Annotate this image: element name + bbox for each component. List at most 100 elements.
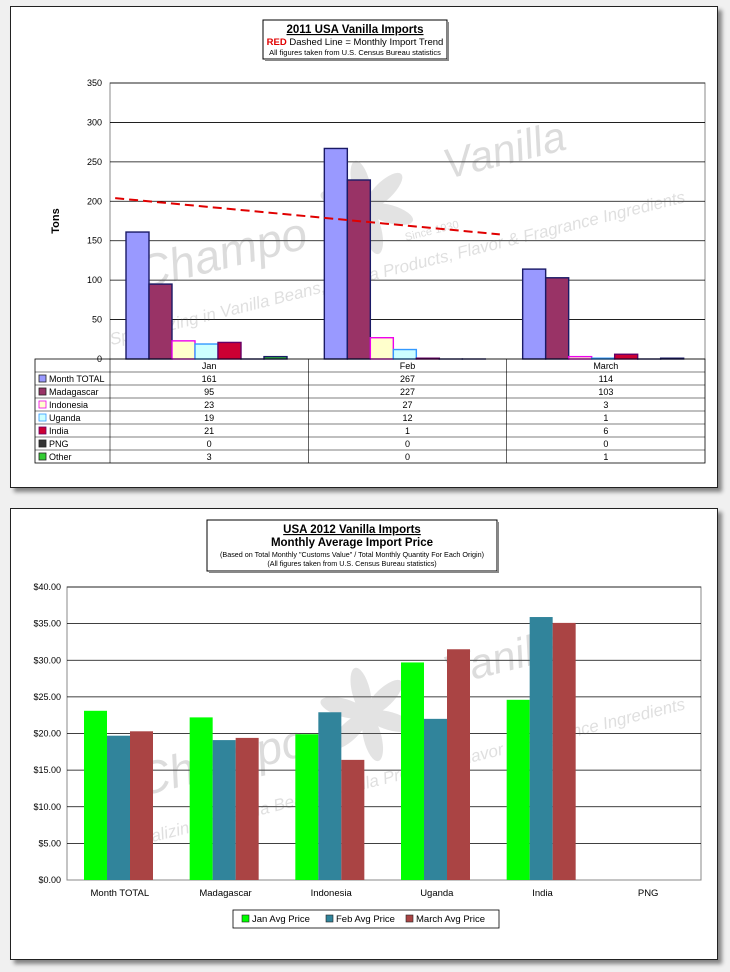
legend-label: India bbox=[49, 426, 69, 436]
x-tick-label: Madagascar bbox=[199, 888, 251, 899]
data-label: 95 bbox=[204, 387, 214, 397]
data-label: 19 bbox=[204, 413, 214, 423]
plot-area bbox=[109, 82, 706, 360]
data-label: 3 bbox=[603, 400, 608, 410]
bar bbox=[235, 737, 259, 880]
data-label: 103 bbox=[598, 387, 613, 397]
legend: Jan Avg Price Feb Avg Price March Avg Pric… bbox=[232, 909, 500, 929]
chart-2011-panel: 0 50 100 150 200 250 300 350 Tons Champo Vanilla Si… bbox=[10, 6, 718, 488]
chart-2012: $0.00 $5.00 $10.00 $15.00 $20.00 $25.00 $30.00… bbox=[33, 519, 702, 929]
y-tick-label: $30.00 bbox=[33, 655, 61, 665]
bar bbox=[125, 231, 150, 360]
subtitle-highlight: RED bbox=[267, 37, 287, 48]
bar bbox=[613, 353, 639, 360]
legend-label: Uganda bbox=[49, 413, 81, 423]
legend-swatch bbox=[38, 387, 47, 396]
bar bbox=[148, 283, 173, 360]
data-label: 267 bbox=[400, 374, 415, 384]
chart-2012-panel: $0.00 $5.00 $10.00 $15.00 $20.00 $25.00 $30.00… bbox=[10, 508, 718, 960]
legend-label: Jan Avg Price bbox=[252, 914, 310, 925]
x-tick-label: PNG bbox=[638, 888, 659, 899]
data-label: 1 bbox=[603, 413, 608, 423]
y-tick-label: 350 bbox=[87, 78, 102, 88]
y-tick-label: $0.00 bbox=[38, 875, 61, 885]
chart-subtitle: Monthly Average Import Price bbox=[271, 537, 433, 549]
legend-label: Madagascar bbox=[49, 387, 99, 397]
legend-label: Feb Avg Price bbox=[336, 914, 395, 925]
data-label: 6 bbox=[603, 426, 608, 436]
x-tick-label: Month TOTAL bbox=[91, 888, 150, 899]
bar bbox=[447, 649, 470, 880]
bar bbox=[171, 340, 196, 360]
y-tick-label: $5.00 bbox=[38, 838, 61, 848]
x-tick-label: Jan bbox=[202, 361, 217, 371]
bar bbox=[521, 268, 547, 360]
watermark-petal bbox=[365, 172, 403, 209]
bar bbox=[130, 731, 153, 880]
bar bbox=[295, 734, 319, 880]
legend-swatch bbox=[325, 914, 334, 923]
bar bbox=[217, 341, 242, 360]
x-tick-label: Indonesia bbox=[311, 888, 353, 899]
watermark-petal bbox=[365, 679, 403, 716]
legend-label: March Avg Price bbox=[416, 914, 485, 925]
title-box-shadow bbox=[265, 59, 449, 61]
y-tick-label: $10.00 bbox=[33, 802, 61, 812]
bar bbox=[506, 699, 530, 880]
watermark-petal bbox=[362, 714, 384, 762]
y-tick-label: $25.00 bbox=[33, 692, 61, 702]
y-tick-label: $40.00 bbox=[33, 582, 61, 592]
trend-line bbox=[115, 197, 500, 236]
y-axis-label: Tons bbox=[50, 208, 62, 233]
legend-swatch bbox=[38, 452, 47, 461]
y-tick-label: 200 bbox=[87, 196, 102, 206]
watermark-petal bbox=[366, 203, 414, 225]
chart-title: 2011 USA Vanilla Imports bbox=[287, 24, 424, 36]
bar bbox=[107, 735, 130, 880]
watermark-petal bbox=[350, 667, 372, 715]
y-tick-label: $20.00 bbox=[33, 729, 61, 739]
y-tick-label: 250 bbox=[87, 157, 102, 167]
chart-title: USA 2012 Vanilla Imports bbox=[283, 524, 421, 536]
title-box-frame bbox=[206, 519, 498, 572]
bar bbox=[424, 718, 447, 880]
title-box-shadow bbox=[447, 22, 449, 61]
title-box-shadow bbox=[497, 522, 499, 573]
data-label: 161 bbox=[202, 374, 217, 384]
data-label: 227 bbox=[400, 387, 415, 397]
bar bbox=[212, 740, 236, 880]
y-tick-label: 50 bbox=[92, 315, 102, 325]
y-tick-label: 300 bbox=[87, 117, 102, 127]
bar bbox=[369, 337, 395, 360]
legend-swatch bbox=[38, 413, 47, 422]
legend-swatch bbox=[38, 426, 47, 435]
x-tick-label: Uganda bbox=[420, 888, 454, 899]
legend-swatch bbox=[38, 439, 47, 448]
data-label: 114 bbox=[599, 374, 613, 384]
bar bbox=[84, 710, 107, 880]
y-tick-label: $15.00 bbox=[33, 765, 61, 775]
legend-swatch bbox=[241, 914, 250, 923]
title-box-frame bbox=[262, 19, 448, 60]
bar bbox=[341, 759, 365, 880]
data-label: 1 bbox=[603, 452, 608, 462]
title-box-shadow bbox=[209, 571, 499, 573]
bar bbox=[401, 662, 424, 880]
legend-swatch bbox=[405, 914, 414, 923]
chart-note-2: (All figures taken from U.S. Census Bure… bbox=[267, 559, 436, 568]
bar bbox=[392, 348, 418, 360]
legend-swatch bbox=[38, 374, 47, 383]
y-tick-label: $35.00 bbox=[33, 619, 61, 629]
bar bbox=[544, 277, 570, 360]
data-label: 0 bbox=[207, 439, 212, 449]
bar bbox=[194, 343, 219, 360]
x-tick-label: March bbox=[593, 361, 618, 371]
bar bbox=[189, 717, 213, 880]
data-label: 0 bbox=[405, 452, 410, 462]
bar bbox=[552, 622, 576, 880]
data-label: 1 bbox=[405, 426, 410, 436]
chart-note: All figures taken from U.S. Census Burea… bbox=[269, 48, 441, 57]
x-tick-label: Feb bbox=[400, 361, 416, 371]
